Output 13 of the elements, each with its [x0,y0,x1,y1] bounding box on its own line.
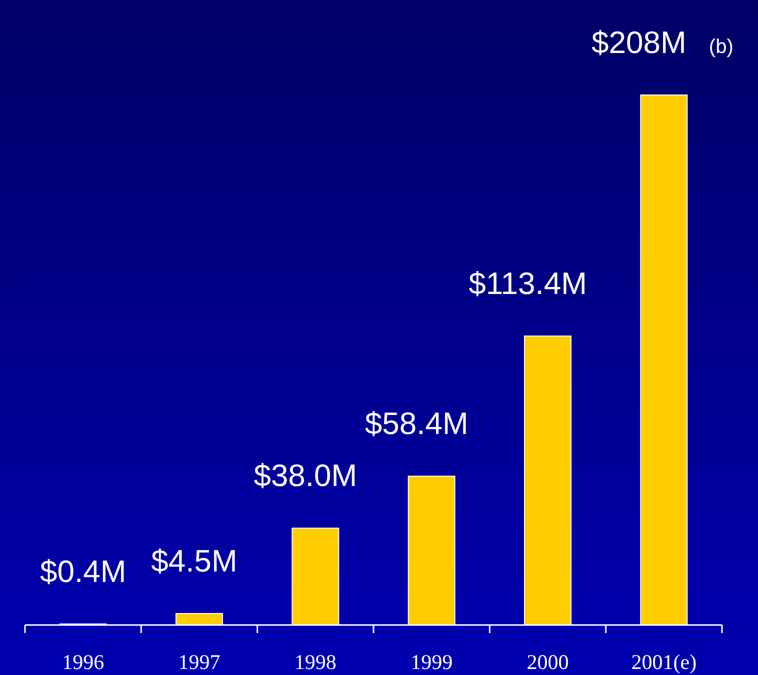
data-label: $113.4M [468,266,587,302]
data-label: $58.4M [364,406,468,442]
data-label: $38.0M [254,458,358,494]
data-label: $0.4M [40,554,126,589]
x-tick-label: 2001(e) [631,650,697,674]
x-tick-label: 1998 [294,650,336,674]
x-tick-label: 2000 [526,650,569,674]
x-tick-label: 1996 [62,650,104,674]
data-label: $4.5M [151,544,238,579]
data-label: $208M [592,25,686,60]
x-tick-label: 1999 [410,650,453,674]
annotation: (b) [708,36,734,58]
x-tick-label: 1997 [178,650,220,674]
